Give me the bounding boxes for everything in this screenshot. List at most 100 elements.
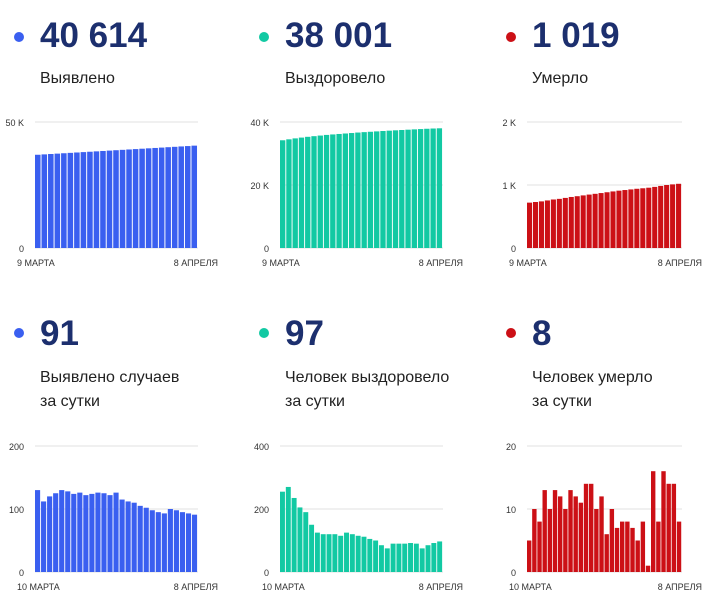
bar	[185, 513, 192, 572]
metric-label: Умерло	[532, 70, 589, 87]
bar	[355, 535, 361, 572]
bar	[280, 140, 286, 248]
bar	[604, 534, 609, 572]
metric-label: Выявлено	[40, 70, 115, 87]
bar	[574, 196, 580, 248]
y-tick-label: 0	[511, 244, 516, 254]
x-tick-label-start: 9 МАРТА	[509, 258, 547, 268]
chart-recovered-daily: 400 200 0 10 МАРТА 8 АПРЕЛЯ	[254, 442, 463, 592]
bar	[292, 138, 298, 248]
bar	[87, 151, 93, 248]
x-tick-label-end: 8 АПРЕЛЯ	[658, 258, 702, 268]
bar	[532, 202, 539, 248]
bar	[344, 532, 349, 573]
bar	[106, 150, 113, 248]
bar	[386, 130, 392, 248]
chart-deaths-total: 2 K 1 K 0 9 МАРТА 8 АПРЕЛЯ	[502, 118, 702, 268]
bar	[367, 131, 374, 248]
x-tick-label-end: 8 АПРЕЛЯ	[174, 258, 218, 268]
bar	[178, 146, 184, 248]
bar	[558, 496, 563, 572]
y-tick-label: 50 K	[5, 118, 24, 128]
bar	[431, 543, 437, 572]
bar	[537, 521, 542, 572]
bar	[373, 540, 379, 572]
chart-recovered-total: 40 K 20 K 0 9 МАРТА 8 АПРЕЛЯ	[250, 118, 463, 268]
big-number: 40 614	[40, 16, 148, 55]
bar	[390, 543, 396, 572]
bar	[139, 148, 145, 248]
bar	[562, 197, 568, 248]
bar	[161, 513, 167, 572]
chart-detected-daily: 200 100 0 10 МАРТА 8 АПРЕЛЯ	[9, 442, 218, 592]
y-tick-label: 40 K	[250, 118, 269, 128]
bar	[35, 490, 41, 572]
bar	[41, 154, 48, 248]
bar	[532, 509, 537, 572]
bar	[586, 194, 592, 248]
bar	[191, 514, 198, 572]
color-dot	[14, 32, 24, 42]
bar	[173, 510, 179, 572]
bar	[149, 510, 155, 572]
bar	[396, 543, 402, 572]
bar	[119, 499, 125, 572]
bar	[71, 493, 77, 572]
bar	[101, 493, 107, 572]
big-number: 38 001	[285, 16, 393, 55]
bar	[48, 154, 54, 248]
bar	[132, 149, 139, 248]
y-tick-label: 0	[264, 568, 269, 578]
bar	[527, 202, 533, 248]
bar	[424, 128, 430, 248]
bar	[158, 147, 165, 248]
bar	[661, 471, 666, 572]
x-tick-label-start: 10 МАРТА	[262, 582, 305, 592]
x-tick-label-end: 8 АПРЕЛЯ	[174, 582, 218, 592]
bar	[83, 495, 89, 572]
bar	[630, 527, 635, 572]
color-dot	[259, 32, 269, 42]
bar	[143, 507, 149, 572]
panel-deaths-total: 1 019 Умерло 2 K 1 K 0 9 МАРТА 8 АПРЕЛЯ	[492, 0, 725, 300]
bar	[184, 146, 191, 248]
bar	[285, 486, 291, 572]
bar	[145, 148, 152, 248]
bar	[547, 509, 553, 572]
bar	[280, 491, 285, 572]
bar	[592, 193, 598, 248]
bar	[652, 186, 658, 248]
bar	[598, 193, 604, 248]
bar	[61, 153, 67, 248]
bar	[417, 129, 424, 248]
panel-recovered-total: 38 001 Выздоровело 40 K 20 K 0 9 МАРТА 8 АПР…	[245, 0, 486, 300]
bar	[152, 147, 158, 248]
bar	[355, 132, 361, 248]
bar	[367, 538, 373, 572]
bar	[126, 149, 132, 248]
bar	[419, 548, 425, 573]
y-tick-label: 0	[19, 568, 24, 578]
bar	[628, 189, 634, 248]
y-tick-label: 0	[19, 244, 24, 254]
bar	[384, 548, 390, 573]
bar	[95, 492, 101, 572]
color-dot	[506, 328, 516, 338]
bar	[309, 524, 315, 572]
bar	[323, 134, 330, 248]
bar	[317, 135, 323, 248]
bar	[342, 133, 349, 248]
bar	[314, 532, 320, 573]
x-tick-label-start: 9 МАРТА	[17, 258, 55, 268]
bar	[425, 545, 431, 572]
bar	[286, 139, 292, 248]
y-tick-label: 200	[9, 442, 24, 452]
bar	[646, 187, 652, 248]
color-dot	[259, 328, 269, 338]
bar	[320, 534, 326, 572]
panel-detected-total: 40 614 Выявлено 50 K 0 9 МАРТА 8 АПРЕЛЯ	[0, 0, 241, 300]
y-tick-label: 200	[254, 505, 269, 515]
bar	[552, 490, 558, 572]
bar	[640, 188, 646, 248]
bar	[614, 527, 620, 572]
